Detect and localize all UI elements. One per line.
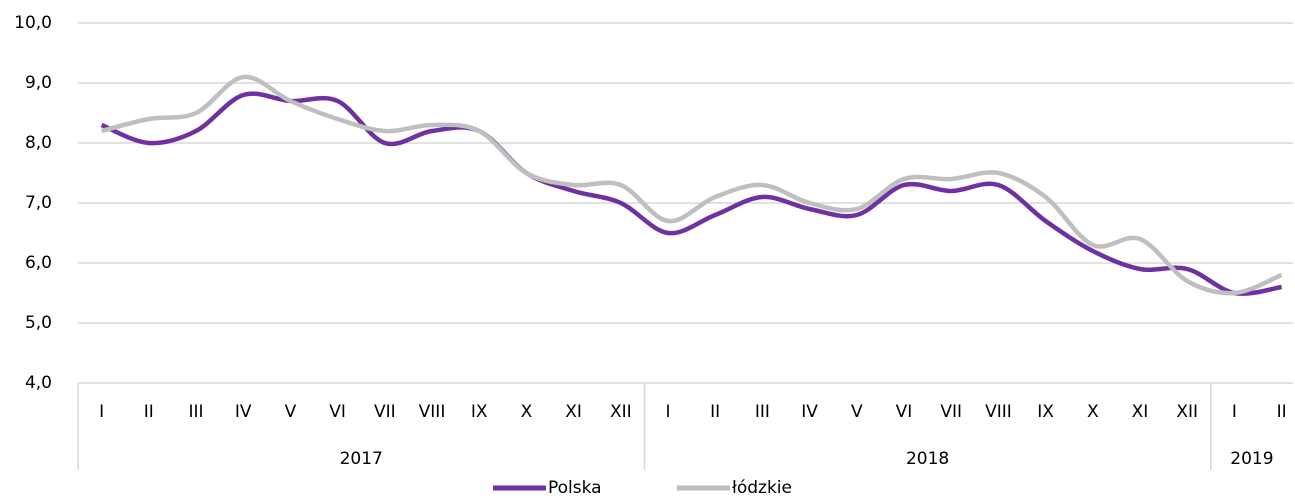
- y-tick-label: 10,0: [14, 13, 52, 33]
- x-tick-label: III: [755, 402, 770, 422]
- x-tick-label: I: [1232, 402, 1237, 422]
- y-tick-label: 4,0: [25, 373, 52, 393]
- year-label: 2019: [1230, 449, 1273, 469]
- y-tick-label: 9,0: [25, 73, 52, 93]
- x-tick-label: IX: [471, 402, 488, 422]
- x-tick-label: VII: [374, 402, 396, 422]
- x-tick-label: III: [188, 402, 203, 422]
- legend-label: Polska: [548, 478, 602, 498]
- x-tick-label: X: [521, 402, 533, 422]
- y-tick-label: 5,0: [25, 313, 52, 333]
- series-line: [100, 91, 1282, 296]
- x-tick-label: I: [99, 402, 104, 422]
- x-tick-label: V: [285, 402, 297, 422]
- x-tick-label: VII: [940, 402, 962, 422]
- y-tick-label: 8,0: [25, 133, 52, 153]
- x-tick-label: IV: [235, 402, 252, 422]
- year-label: 2018: [906, 449, 949, 469]
- x-tick-label: IV: [801, 402, 818, 422]
- x-tick-label: XI: [565, 402, 582, 422]
- x-tick-label: VI: [896, 402, 913, 422]
- x-tick-label: I: [665, 402, 670, 422]
- x-tick-label: XII: [610, 402, 632, 422]
- x-tick-label: XII: [1176, 402, 1198, 422]
- y-tick-label: 7,0: [25, 193, 52, 213]
- legend-label: łódzkie: [732, 478, 792, 498]
- x-tick-label: II: [1277, 402, 1287, 422]
- x-tick-label: XI: [1132, 402, 1149, 422]
- x-tick-label: X: [1087, 402, 1099, 422]
- x-tick-label: VIII: [419, 402, 446, 422]
- x-tick-label: VIII: [985, 402, 1012, 422]
- x-tick-label: IX: [1037, 402, 1054, 422]
- x-tick-label: II: [144, 402, 154, 422]
- series-line: [101, 74, 1283, 296]
- x-tick-label: II: [710, 402, 720, 422]
- x-tick-label: V: [851, 402, 863, 422]
- x-tick-label: VI: [329, 402, 346, 422]
- year-label: 2017: [340, 449, 383, 469]
- y-tick-label: 6,0: [25, 253, 52, 273]
